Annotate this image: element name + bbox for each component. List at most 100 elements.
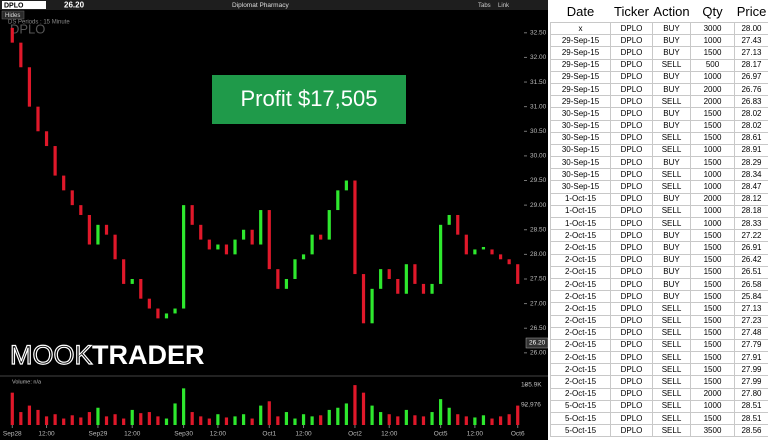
table-cell: 26.51 [734,265,768,279]
table-cell: DPLO [610,119,653,133]
tabs[interactable]: Tabs [478,3,491,9]
hides[interactable]: Hides [5,13,20,19]
link[interactable]: Link [498,3,510,9]
symbol[interactable]: DPLO [4,2,24,9]
table-cell: 2000 [690,95,735,109]
table-cell: SELL [652,180,691,194]
table-cell: 2-Oct-15 [550,338,611,353]
table-row: 1-Oct-15 DPLO BUY 2000 28.12 [550,192,768,206]
table-cell: 26.76 [734,82,768,97]
volume-bar [430,412,434,425]
table-row: 2-Oct-15 DPLO SELL 1500 27.99 [550,375,768,389]
table-row: 2-Oct-15 DPLO SELL 1500 27.91 [550,351,768,365]
candle-body [327,210,331,240]
table-cell: 2-Oct-15 [550,387,611,401]
volume-bar [207,418,211,425]
table-cell: 29-Sep-15 [550,95,611,109]
candle-body [370,288,374,324]
volume-bar [284,412,289,425]
table-row: 2-Oct-15 DPLO SELL 1500 27.79 [550,338,768,353]
table-cell: 2-Oct-15 [550,290,611,304]
column-header: Date [566,3,595,19]
table-cell: 1500 [690,107,735,121]
table-cell: BUY [652,156,691,170]
table-cell: DPLO [610,411,653,426]
table-cell: DPLO [610,107,653,121]
candle-body [284,278,289,289]
table-cell: 29-Sep-15 [550,46,611,60]
table-cell: 26.91 [734,241,768,255]
table-row: 29-Sep-15 DPLO SELL 2000 26.83 [550,95,768,109]
table-cell: DPLO [610,290,653,304]
table-row: 30-Sep-15 DPLO SELL 1000 28.47 [550,180,768,194]
volume-bar [370,405,374,425]
y-tick-label: 31.50 [530,79,547,86]
table-cell: SELL [652,168,691,182]
symbol-box[interactable] [2,1,46,9]
volume-bar [473,417,477,425]
table-cell: DPLO [610,180,653,194]
table-cell: 2-Oct-15 [550,241,611,255]
table-cell: SELL [652,302,691,316]
table-cell: BUY [652,70,691,84]
table-cell: SELL [652,204,691,219]
candle-body [79,205,83,215]
table-cell: 28.51 [734,411,768,426]
table-cell: SELL [652,338,691,353]
candle-body [233,239,237,255]
table-cell: 1000 [690,34,735,48]
y-tick-label: 26.50 [530,325,547,332]
table-cell: 28.61 [734,131,768,145]
chart-background [0,0,548,440]
table-cell: 1500 [690,363,735,377]
candle-body [447,214,451,225]
watermark: DPLO [10,21,45,36]
table-cell: 1500 [690,253,735,267]
table-cell: 1500 [690,277,735,292]
candle-body [173,308,177,314]
table-cell: SELL [652,387,691,401]
candle-body [276,269,280,289]
candle-body [361,274,366,324]
volume-bar [233,416,237,425]
table-cell: 5-Oct-15 [550,411,611,426]
table-cell: SELL [652,216,691,231]
table-row: 2-Oct-15 DPLO BUY 1500 26.51 [550,265,768,279]
volume-bar [507,414,511,425]
table-cell: 2-Oct-15 [550,314,611,328]
table-cell: SELL [652,95,691,109]
table-cell: 30-Sep-15 [550,143,611,158]
volume-bar [421,416,426,425]
candle-body [96,224,100,245]
candle-body [130,278,134,284]
y-tick-label: 28.00 [530,251,547,258]
column-header: Ticker [614,3,649,19]
table-cell: 28.17 [734,58,768,72]
table-body: x DPLO BUY 3000 28.00 29-Sep-15 DPLO BUY 1000 27.… [550,21,768,438]
last-price-box [525,337,548,349]
candle-body [53,146,57,176]
y-tick-label: 31.00 [530,103,547,110]
table-cell: SELL [652,326,691,340]
table-cell: 27.23 [734,314,768,328]
hides-button[interactable] [1,10,25,20]
table-cell: 29-Sep-15 [550,34,611,48]
table-cell: 30-Sep-15 [550,119,611,133]
table-cell: BUY [652,82,691,97]
volume-bar [241,414,246,425]
volume-bar [19,412,23,425]
y-tick-label: 32.50 [530,30,547,37]
table-cell: 1000 [690,168,735,182]
volume-bar [224,417,229,425]
volume-bar [190,412,194,425]
table-cell: 1500 [690,375,735,389]
table-cell: 1500 [690,46,735,60]
table-cell: DPLO [610,131,653,145]
table-cell: 28.51 [734,399,768,414]
volume-tick-label: 185.9K [521,382,542,389]
table-cell: 1500 [690,131,735,145]
table-cell: 28.91 [734,143,768,158]
candle-body [413,264,417,284]
candle-body [139,278,143,299]
table-cell: DPLO [610,253,653,267]
